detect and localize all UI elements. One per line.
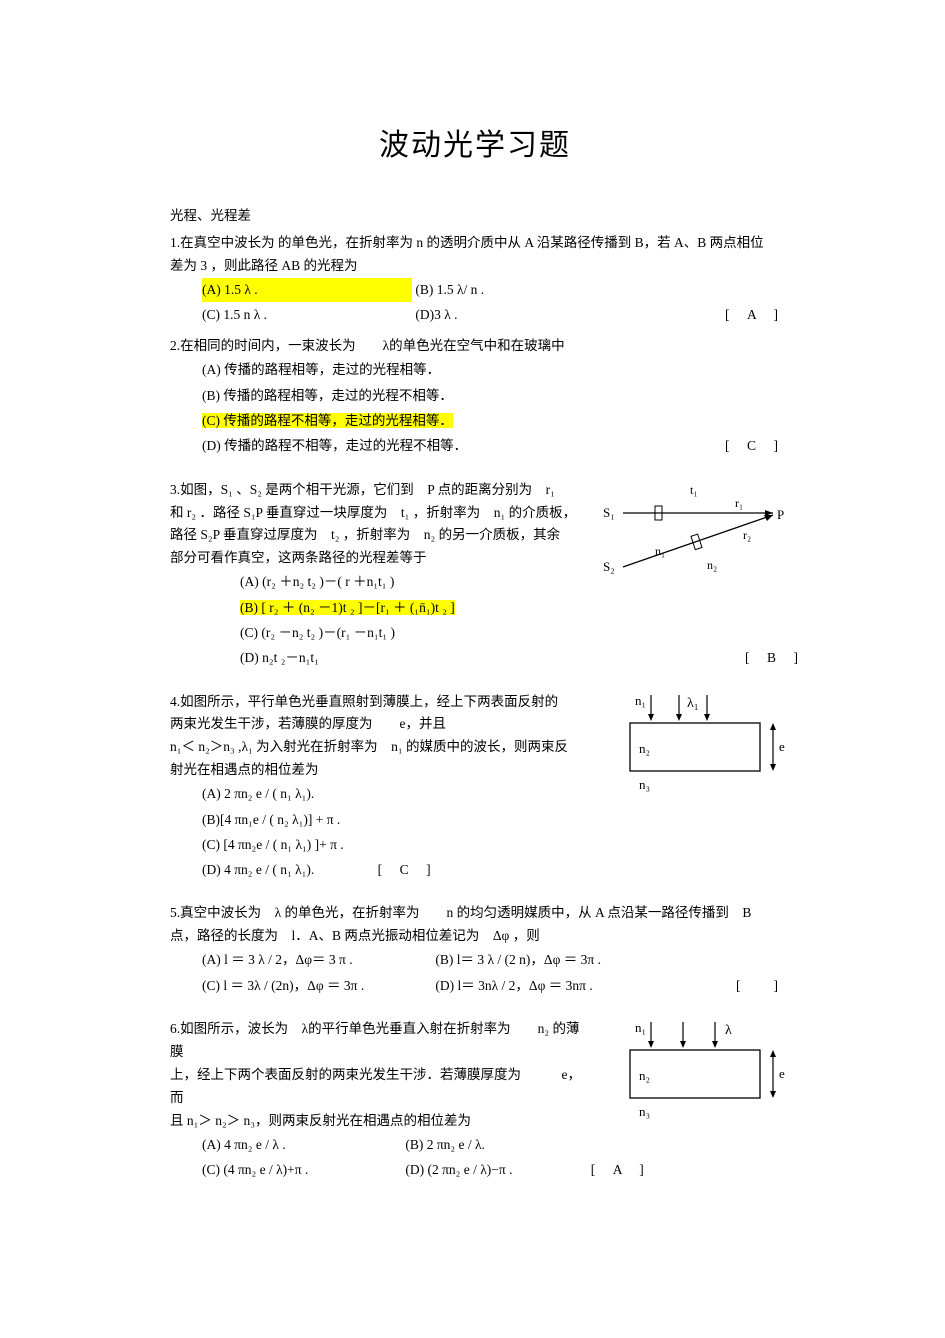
q3-label-p: P [777,507,784,522]
q3-label-n1: n₁ [655,544,665,558]
q6-figure: n₁ λ n₂ n₃ e [625,1018,790,1136]
section-heading: 光程、光程差 [170,204,780,224]
q5-opt-b: (B) l＝ 3 λ / (2 n)，Δφ ＝ 3π . [435,948,645,972]
q6-label-lambda: λ [725,1023,732,1038]
q4-svg: n₁ λ₁ n₂ n₃ e [625,691,790,801]
q4-label-n3: n₃ [639,777,650,792]
q5-opt-d: (D) l＝ 3nλ / 2，Δφ ＝ 3nπ . [435,974,645,998]
q3-line1: 3.如图，S₁ 、S₂ 是两个相干光源，它们到 P 点的距离分别为 r₁ [170,479,590,502]
q4-answer: [ C ] [378,858,433,882]
q6-label-e: e [779,1066,785,1081]
q1-line2: 差为 3 ，则此路径 AB 的光程为 [170,255,780,278]
q4-figure: n₁ λ₁ n₂ n₃ e [625,691,790,809]
q4-e-arrow-up [770,723,776,730]
question-4: n₁ λ₁ n₂ n₃ e 4.如图所示，平行单色光垂直照射到薄膜上，经上下两表… [170,691,780,883]
q6-e-arrow-up [770,1050,776,1057]
q4-line4: 射光在相遇点的相位差为 [170,759,590,782]
q6-opt-d: (D) (2 πn₂ e / λ)−π . [405,1158,575,1182]
q4-label-n1: n₁ [635,693,646,708]
question-3: S₁ S₂ P t₁ r₁ r₂ n₁ n₂ 3.如图，S₁ 、S₂ 是两个相干… [170,479,780,671]
q1-line1: 1.在真空中波长为 的单色光，在折射率为 n 的透明介质中从 A 沿某路径传播到… [170,232,780,255]
q6-opt-b: (B) 2 πn₂ e / λ. [405,1133,615,1157]
q2-opt-b: (B) 传播的路程相等，走过的光程不相等． [202,384,780,408]
q4-e-arrow-down [770,764,776,771]
q6-e-arrow-down [770,1091,776,1098]
q4-line3: n₁＜ n₂＞n₃ ,λ₁ 为入射光在折射率为 n₁ 的媒质中的波长，则两束反 [170,736,590,759]
q3-opt-c: (C) (r₂ －n₂ t₂ )－(r₁ －n₁t₁ ) [240,621,780,645]
q2-opt-c: (C) 传播的路程不相等，走过的光程相等． [202,413,453,428]
q3-answer: [ B ] [745,646,800,670]
q4-arrow1-head [648,714,654,721]
q6-answer: [ A ] [591,1158,646,1182]
q6-arrow1-head [648,1041,654,1048]
q3-label-s1: S₁ [603,505,615,520]
q3-line3: 路径 S₂P 垂直穿过厚度为 t₂ ，折射率为 n₂ 的另一介质板，其余 [170,524,590,547]
q6-opt-c: (C) (4 πn₂ e / λ)+π . [202,1158,402,1182]
q5-options: (A) l ＝ 3 λ / 2，Δφ＝ 3 π . (B) l＝ 3 λ / (… [170,948,780,998]
q3-svg: S₁ S₂ P t₁ r₁ r₂ n₁ n₂ [595,479,790,589]
q4-line1: 4.如图所示，平行单色光垂直照射到薄膜上，经上下两表面反射的 [170,691,590,714]
q1-opt-c: (C) 1.5 n λ . [202,303,412,327]
q3-opt-d: (D) n₂t ₂－n₁t₁ [240,650,319,665]
q6-label-n2: n₂ [639,1068,650,1083]
q3-label-r2: r₂ [743,528,751,542]
q4-arrow2-head [676,714,682,721]
q3-line2: 和 r₂ ．路径 S₁P 垂直穿过一块厚度为 t₁ ，折射率为 n₁ 的介质板， [170,502,590,525]
q3-label-s2: S₂ [603,559,615,574]
q6-line2: 上，经上下两个表面反射的两束光发生干涉．若薄膜厚度为 e，而 [170,1064,590,1110]
q6-label-n3: n₃ [639,1104,650,1119]
q5-answer: [ ] [736,974,780,998]
q3-label-t1: t₁ [690,483,698,497]
question-6: n₁ λ n₂ n₃ e 6.如图所示，波长为 λ的平行单色光垂直入射在折射率为… [170,1018,780,1182]
q6-line1: 6.如图所示，波长为 λ的平行单色光垂直入射在折射率为 n₂ 的薄膜 [170,1018,590,1064]
q6-opt-a: (A) 4 πn₂ e / λ . [202,1133,402,1157]
q5-line2: 点，路径的长度为 l．A、B 两点光振动相位差记为 Δφ ，则 [170,925,780,948]
q1-opt-a: (A) 1.5 λ . [202,278,412,302]
q2-options: (A) 传播的路程相等，走过的光程相等． (B) 传播的路程相等，走过的光程不相… [170,358,780,458]
q6-label-n1: n₁ [635,1020,646,1035]
q2-opt-d: (D) 传播的路程不相等，走过的光程不相等． [202,438,467,453]
q6-arrow2-head [680,1041,686,1048]
q1-opt-d: (D)3 λ . [415,303,625,327]
q4-opt-b: (B)[4 πn₁e / ( n₂ λ₁)] + π . [202,808,780,832]
q6-svg: n₁ λ n₂ n₃ e [625,1018,790,1128]
q4-arrow3-head [704,714,710,721]
q3-opt-b: (B) [ r₂ ＋ (n₂ －1)t ₂ ]－[r₁ ＋ (₁n̄₁)t ₂ … [240,600,455,615]
q4-opt-c: (C) [4 πn₂e / ( n₁ λ₁) ]+ π . [202,833,780,857]
question-2: 2.在相同的时间内，一束波长为 λ的单色光在空气中和在玻璃中 (A) 传播的路程… [170,335,780,458]
q5-line1: 5.真空中波长为 λ 的单色光，在折射率为 n 的均匀透明媒质中，从 A 点沿某… [170,902,780,925]
q3-line4: 部分可看作真空，这两条路径的光程差等于 [170,547,590,570]
q1-answer: [ A ] [725,303,780,327]
page-title: 波动光学习题 [170,120,780,164]
q4-label-n2: n₂ [639,741,650,756]
q5-opt-c: (C) l ＝ 3λ / (2n)，Δφ ＝ 3π . [202,974,432,998]
q4-label-e: e [779,739,785,754]
question-1: 1.在真空中波长为 的单色光，在折射率为 n 的透明介质中从 A 沿某路径传播到… [170,232,780,327]
q3-label-n2: n₂ [707,558,717,572]
q4-opt-d: (D) 4 πn₂ e / ( n₁ λ₁). [202,862,314,877]
q6-line3: 且 n₁＞ n₂＞ n₃，则两束反射光在相遇点的相位差为 [170,1110,590,1133]
q1-options: (A) 1.5 λ . (B) 1.5 λ/ n . (C) 1.5 n λ .… [170,278,780,328]
q2-text: 2.在相同的时间内，一束波长为 λ的单色光在空气中和在玻璃中 [170,335,780,358]
q4-line2: 两束光发生干涉，若薄膜的厚度为 e，并且 [170,713,590,736]
question-5: 5.真空中波长为 λ 的单色光，在折射率为 n 的均匀透明媒质中，从 A 点沿某… [170,902,780,997]
q2-answer: [ C ] [725,434,780,458]
q5-opt-a: (A) l ＝ 3 λ / 2，Δφ＝ 3 π . [202,948,432,972]
q3-figure: S₁ S₂ P t₁ r₁ r₂ n₁ n₂ [595,479,790,597]
q1-opt-b: (B) 1.5 λ/ n . [415,278,625,302]
q2-opt-a: (A) 传播的路程相等，走过的光程相等． [202,358,780,382]
q6-options: (A) 4 πn₂ e / λ . (B) 2 πn₂ e / λ. (C) (… [170,1133,780,1183]
q6-arrow3-head [712,1041,718,1048]
q4-label-lambda1: λ₁ [687,696,699,711]
q3-label-r1: r₁ [735,496,743,510]
